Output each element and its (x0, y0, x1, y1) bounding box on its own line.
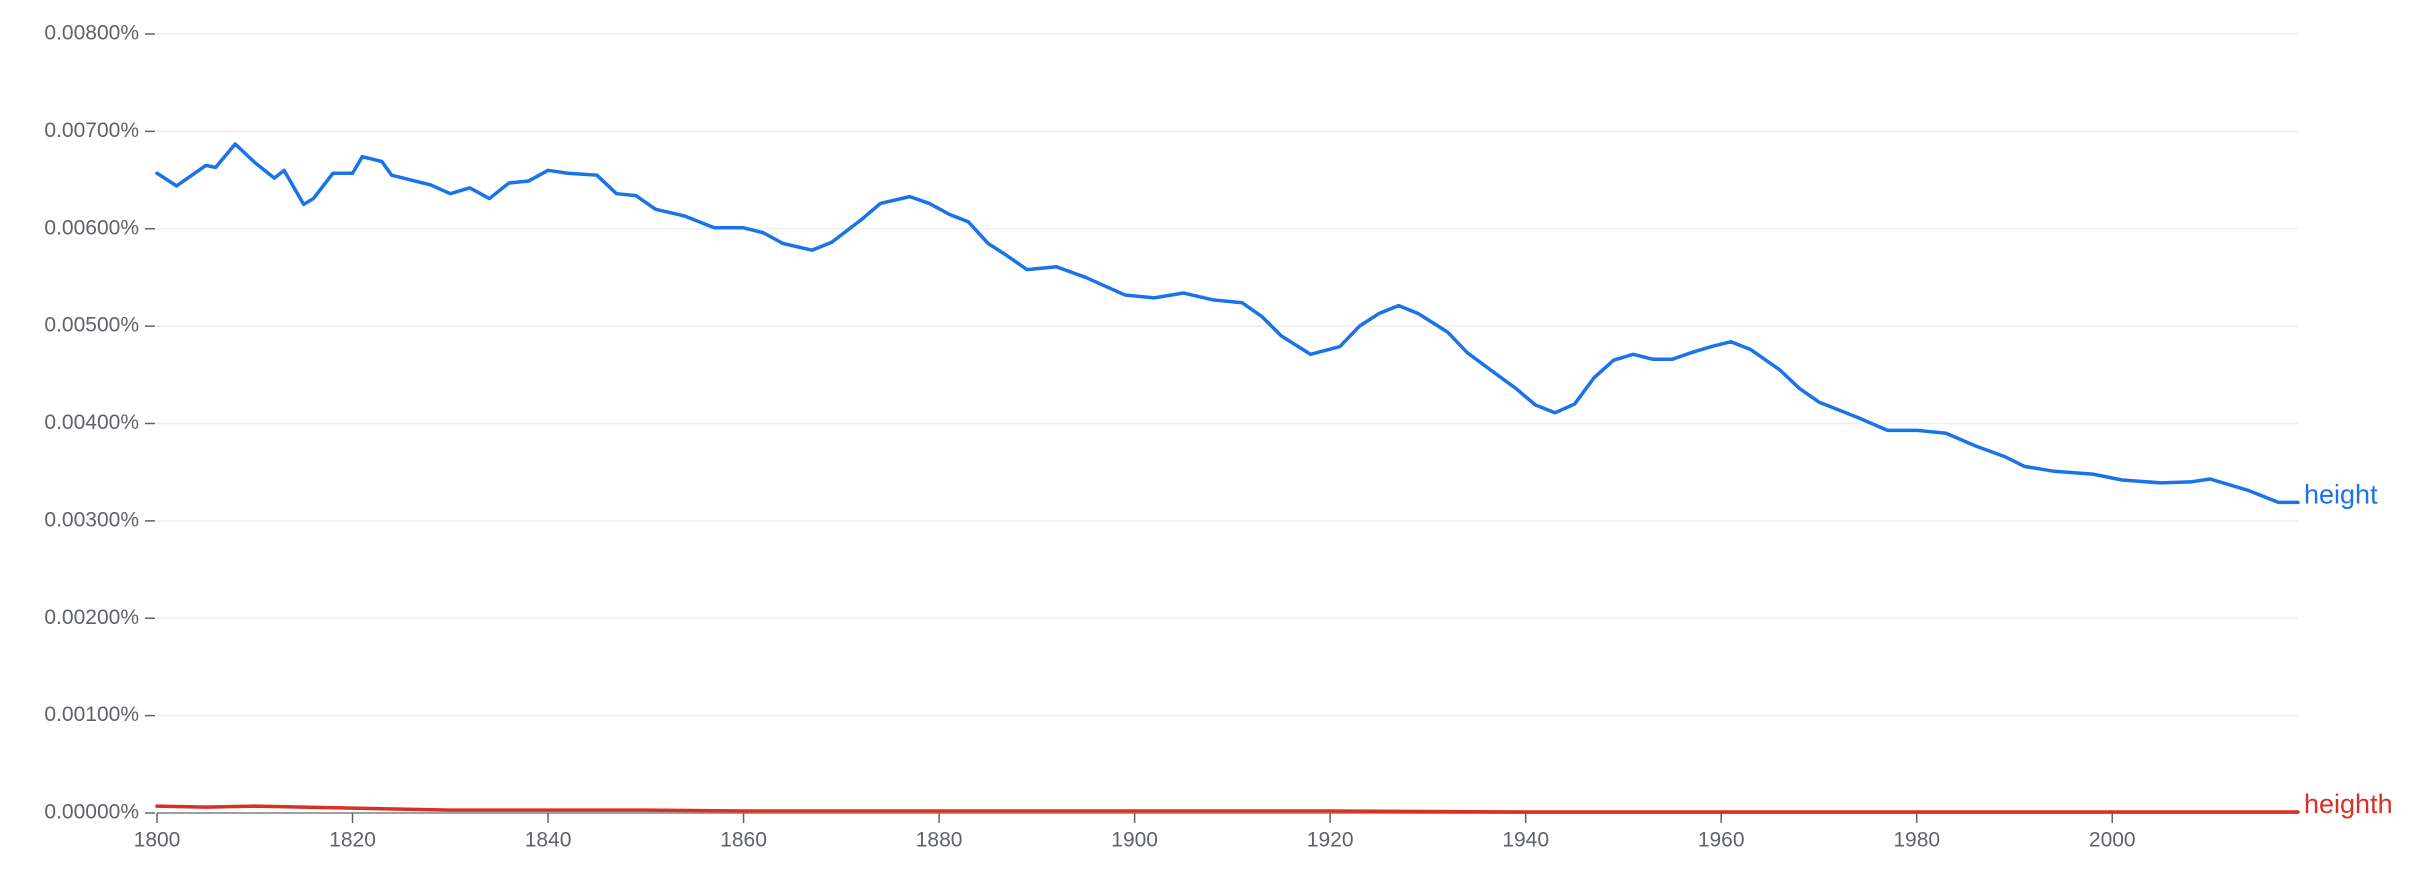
x-tick-label: 2000 (2089, 829, 2136, 852)
x-tick-label: 1980 (1893, 829, 1940, 852)
x-tick-label: 1940 (1502, 829, 1549, 852)
y-tick-label: 0.00700% (44, 119, 139, 142)
x-tick-label: 1900 (1111, 829, 1158, 852)
x-tick-label: 1880 (916, 829, 963, 852)
y-tick-label: 0.00400% (44, 411, 139, 434)
series-label: heighth (2304, 789, 2393, 819)
x-tick-label: 1960 (1698, 829, 1745, 852)
series-label: height (2304, 479, 2378, 509)
x-tick-label: 1920 (1307, 829, 1354, 852)
x-tick-label: 1860 (720, 829, 767, 852)
series-line (155, 142, 2300, 505)
y-tick-label: 0.00300% (44, 508, 139, 531)
y-tick-label: 0.00600% (44, 216, 139, 239)
y-tick-label: 0.00200% (44, 606, 139, 629)
x-tick-label: 1800 (134, 829, 181, 852)
y-tick-label: 0.00000% (44, 801, 139, 824)
y-tick-label: 0.00500% (44, 314, 139, 337)
y-tick-label: 0.00100% (44, 703, 139, 726)
y-tick-label: 0.00800% (44, 22, 139, 45)
x-tick-label: 1840 (525, 829, 572, 852)
x-tick-label: 1820 (329, 829, 376, 852)
series-line (155, 804, 2300, 814)
